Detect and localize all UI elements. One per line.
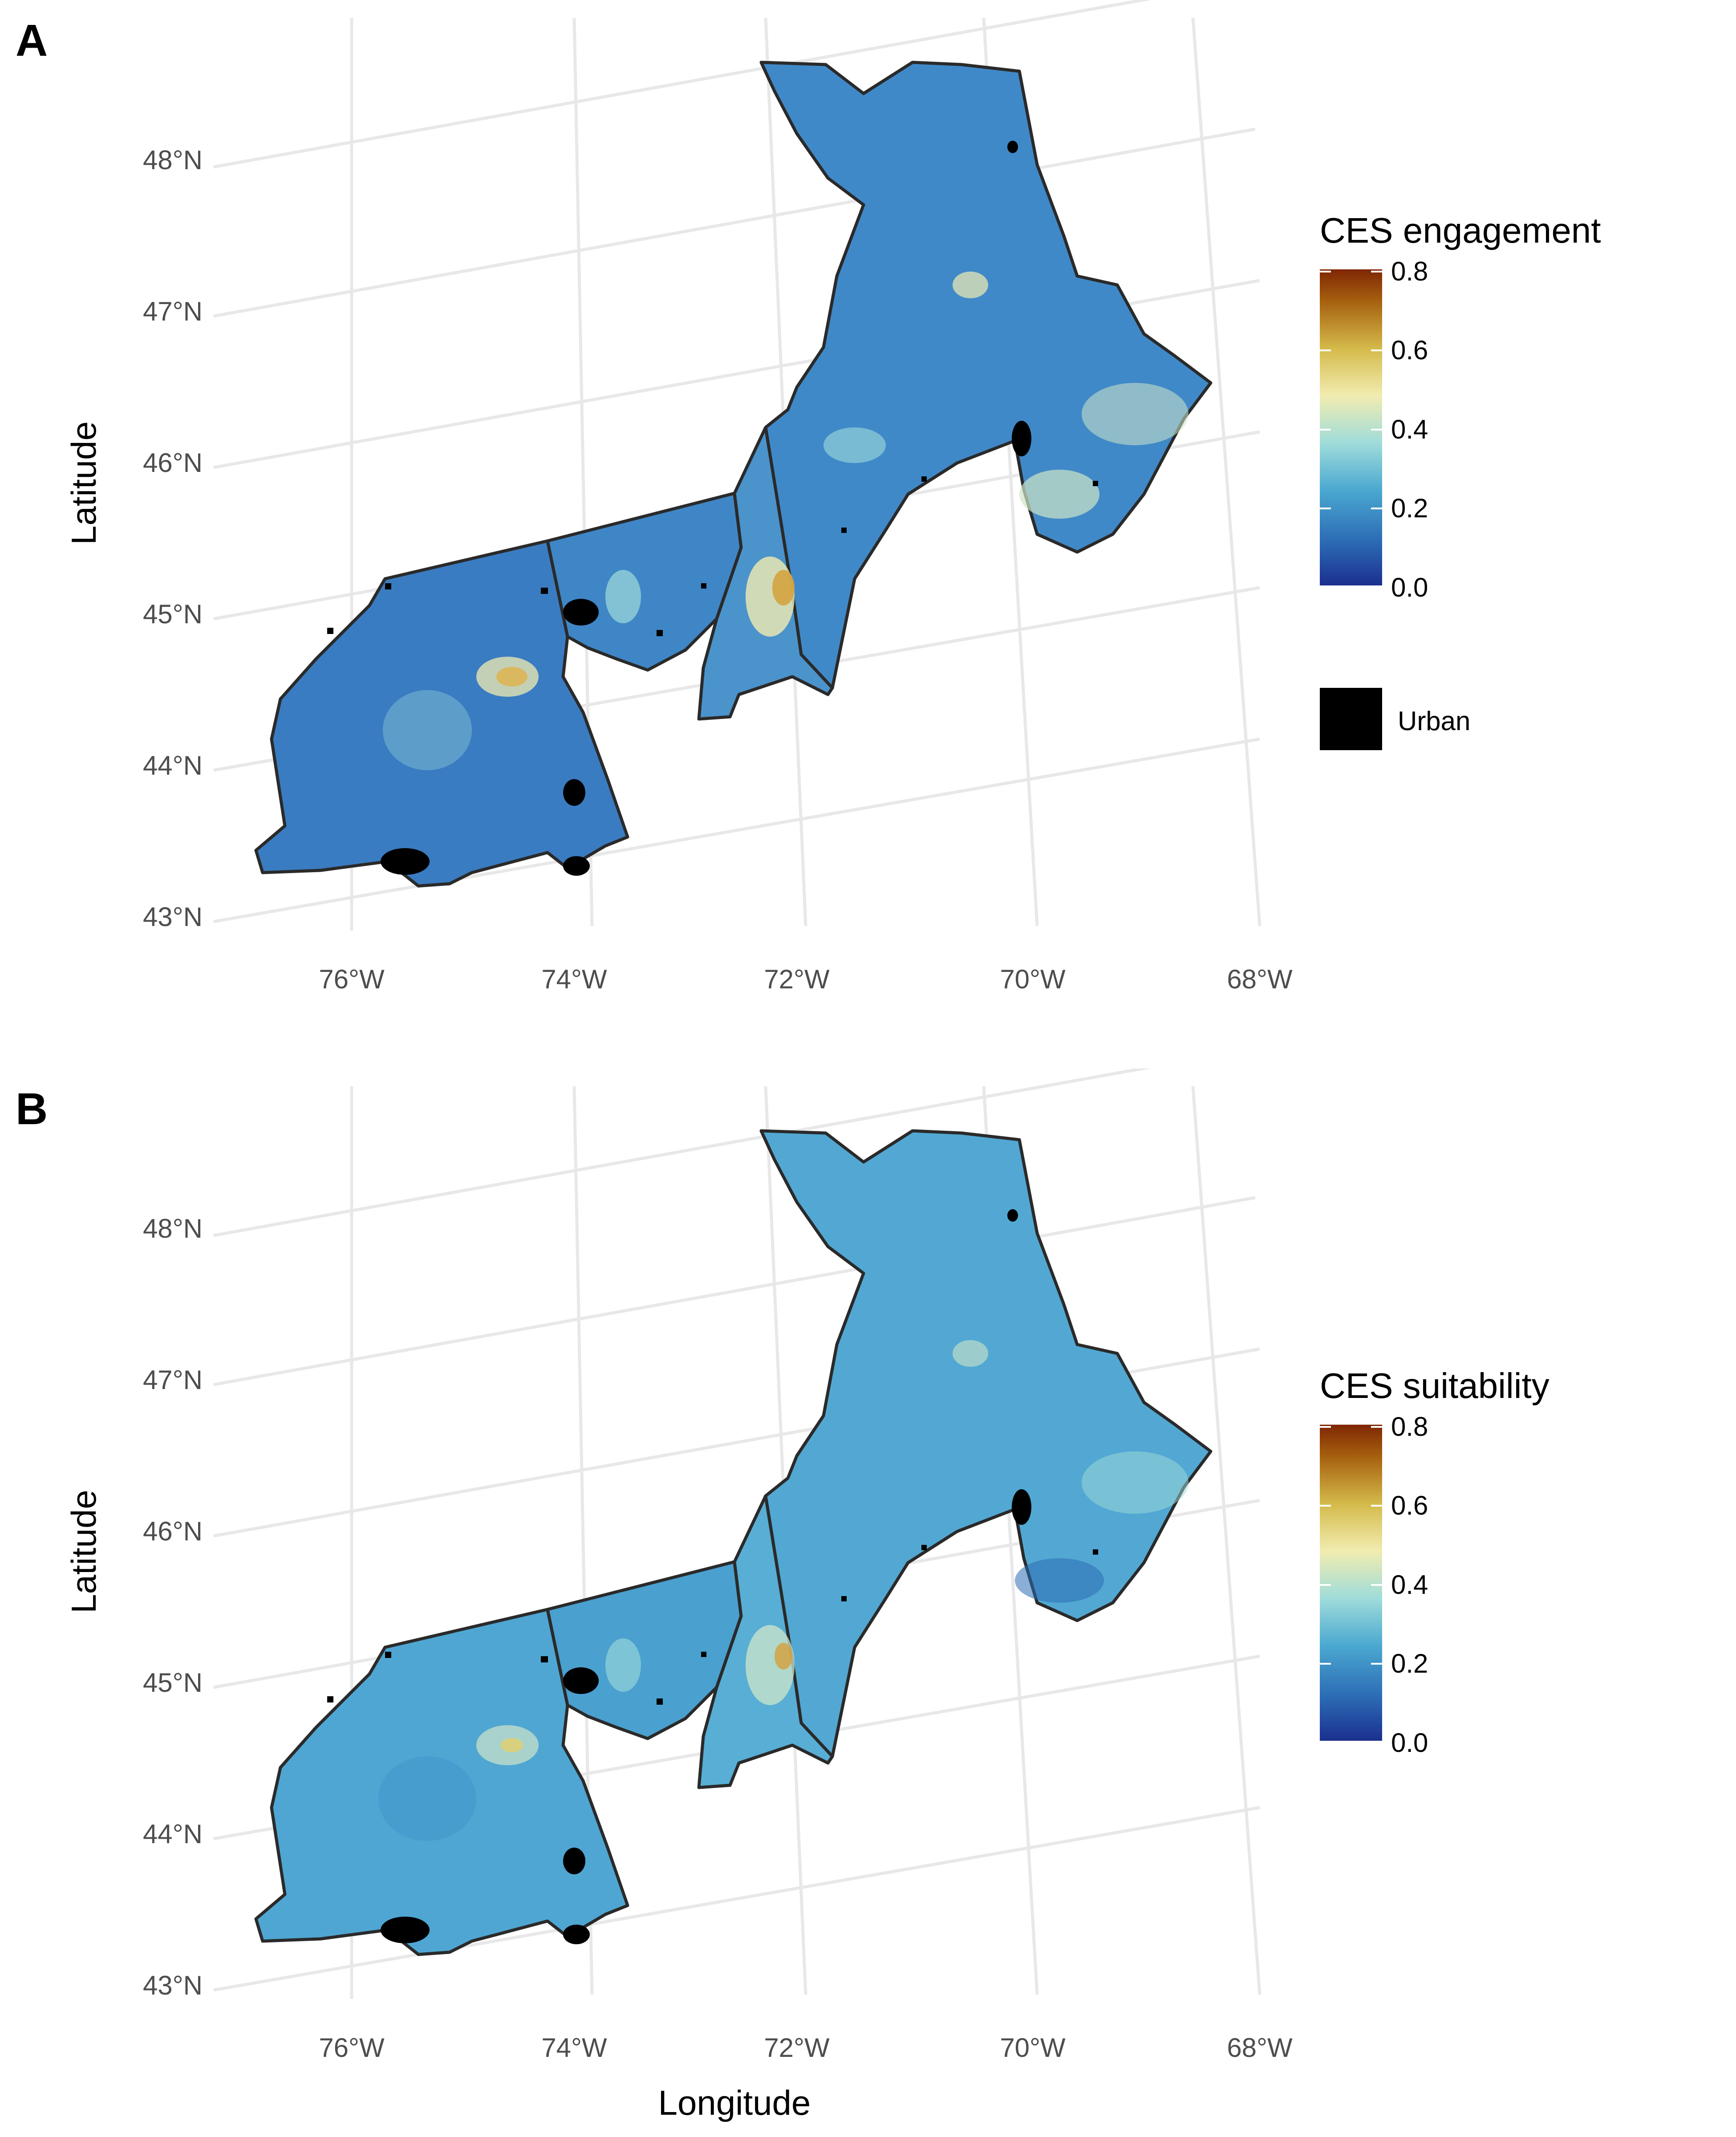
lat-label: 46°N bbox=[143, 448, 203, 478]
lon-label: 70°W bbox=[1000, 2033, 1066, 2063]
lat-label: 44°N bbox=[143, 751, 203, 780]
lon-label: 68°W bbox=[1227, 2033, 1293, 2063]
legend-title: CES suitability bbox=[1320, 1366, 1549, 1406]
urban-swatch bbox=[1320, 688, 1382, 750]
colorbar-legend: CES suitability 0.8 0.6 0.4 0.2 0.0 bbox=[1320, 1366, 1549, 1758]
lat-label: 43°N bbox=[143, 902, 203, 932]
panel-letter: A bbox=[16, 16, 48, 65]
longitude-labels: 76°W 74°W 72°W 70°W 68°W bbox=[319, 2033, 1293, 2063]
legend-title: CES engagement bbox=[1320, 211, 1601, 250]
legend-tick: 0.2 bbox=[1391, 1649, 1428, 1678]
y-axis-title: Latitude bbox=[64, 1490, 103, 1613]
legend-tick: 0.0 bbox=[1391, 1728, 1428, 1758]
urban-areas bbox=[327, 1209, 1098, 1944]
legend-tick: 0.4 bbox=[1391, 1570, 1428, 1600]
lat-label: 47°N bbox=[143, 1365, 203, 1395]
region-east bbox=[759, 1129, 1213, 1758]
legend-tick: 0.8 bbox=[1391, 1412, 1428, 1442]
urban-legend: Urban bbox=[1320, 688, 1470, 750]
urban-label: Urban bbox=[1398, 706, 1470, 736]
legend-tick: 0.6 bbox=[1391, 335, 1428, 365]
region-east bbox=[759, 61, 1213, 690]
lon-label: 74°W bbox=[541, 2033, 607, 2063]
lat-label: 46°N bbox=[143, 1516, 203, 1546]
lat-label: 44°N bbox=[143, 1819, 203, 1849]
colorbar bbox=[1320, 269, 1382, 585]
y-axis-title: Latitude bbox=[64, 421, 103, 545]
panel-b: 48°N 47°N 46°N 45°N 44°N 43°N 76°W 74°W … bbox=[0, 1068, 1736, 2137]
lon-label: 76°W bbox=[319, 2033, 385, 2063]
longitude-labels: 76°W 74°W 72°W 70°W 68°W bbox=[319, 964, 1293, 994]
legend-tick: 0.0 bbox=[1391, 573, 1428, 602]
lat-label: 45°N bbox=[143, 599, 203, 629]
lon-label: 72°W bbox=[764, 2033, 830, 2063]
legend-tick: 0.6 bbox=[1391, 1491, 1428, 1520]
x-axis-title: Longitude bbox=[658, 2083, 811, 2122]
lat-label: 45°N bbox=[143, 1668, 203, 1698]
map-regions bbox=[254, 1129, 1213, 1956]
region-ontario bbox=[254, 539, 629, 888]
panel-a: 48°N 47°N 46°N 45°N 44°N 43°N 76°W 74°W … bbox=[0, 0, 1736, 1068]
value-highlights bbox=[383, 272, 1188, 770]
value-highlights bbox=[378, 1340, 1188, 1841]
lon-label: 76°W bbox=[319, 964, 385, 994]
lon-label: 70°W bbox=[1000, 964, 1066, 994]
lon-label: 72°W bbox=[764, 964, 830, 994]
colorbar bbox=[1320, 1425, 1382, 1741]
region-ontario bbox=[254, 1608, 629, 1956]
lat-label: 48°N bbox=[143, 145, 203, 175]
lon-label: 68°W bbox=[1227, 964, 1293, 994]
legend-tick: 0.8 bbox=[1391, 256, 1428, 286]
latitude-labels: 48°N 47°N 46°N 45°N 44°N 43°N bbox=[143, 145, 203, 932]
lat-label: 43°N bbox=[143, 1970, 203, 2000]
colorbar-legend: CES engagement 0.8 0.6 0.4 0.2 0.0 bbox=[1320, 211, 1601, 602]
urban-areas bbox=[327, 141, 1098, 876]
panel-letter: B bbox=[16, 1084, 48, 1134]
lon-label: 74°W bbox=[541, 964, 607, 994]
lat-label: 47°N bbox=[143, 297, 203, 326]
latitude-labels: 48°N 47°N 46°N 45°N 44°N 43°N bbox=[143, 1214, 203, 2000]
legend-tick: 0.2 bbox=[1391, 493, 1428, 523]
lat-label: 48°N bbox=[143, 1214, 203, 1243]
legend-tick: 0.4 bbox=[1391, 414, 1428, 444]
